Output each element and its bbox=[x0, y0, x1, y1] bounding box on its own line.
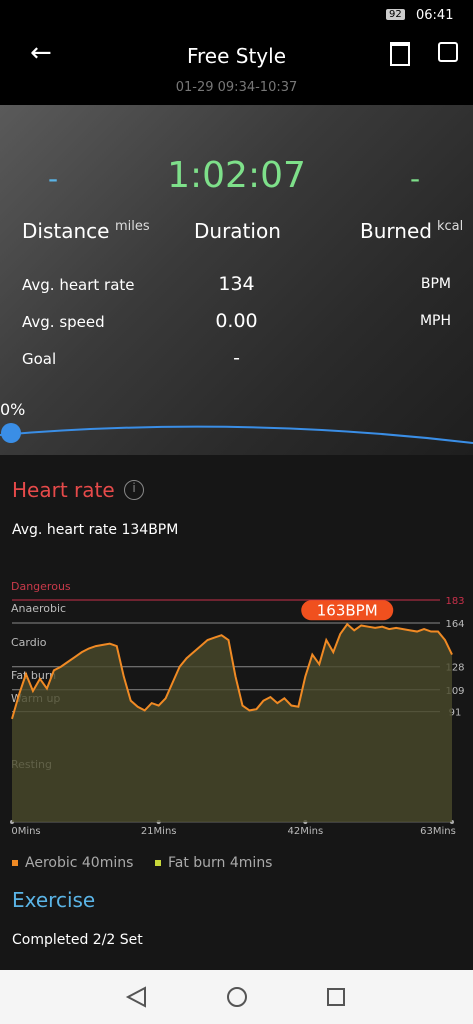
progress-curve bbox=[0, 423, 473, 444]
distance-label: Distance bbox=[22, 219, 110, 243]
x-tick-label: 63Mins bbox=[420, 826, 456, 837]
exercise-title: Exercise bbox=[12, 888, 96, 912]
battery: 92 bbox=[386, 9, 405, 20]
info-icon[interactable]: i bbox=[124, 480, 144, 500]
x-tick-label: 0Mins bbox=[11, 826, 40, 837]
nav-back[interactable] bbox=[125, 986, 146, 1008]
stat-value: 0.00 bbox=[215, 310, 258, 332]
stat-value: - bbox=[233, 347, 240, 369]
legend-label: Aerobic 40mins bbox=[25, 855, 134, 871]
x-tick-label: 42Mins bbox=[287, 826, 323, 837]
burned-value: - bbox=[410, 162, 421, 195]
duration-value: 1:02:07 bbox=[167, 155, 306, 196]
progress-label: 0% bbox=[0, 400, 26, 419]
peak-badge bbox=[301, 600, 394, 621]
duration-label: Duration bbox=[194, 219, 281, 243]
distance-unit: miles bbox=[115, 219, 150, 234]
zone-label: Dangerous bbox=[11, 580, 71, 593]
clock: 06:41 bbox=[416, 8, 454, 23]
stat-unit: MPH bbox=[419, 313, 451, 329]
legend-label: Fat burn 4mins bbox=[168, 855, 273, 871]
stat-label: Avg. speed bbox=[22, 313, 105, 331]
zone-label: Anaerobic bbox=[11, 602, 66, 615]
back-button[interactable]: ← bbox=[30, 38, 52, 68]
zone-label: Fat burn bbox=[11, 669, 56, 682]
line bbox=[11, 622, 453, 720]
nav-home[interactable] bbox=[227, 987, 247, 1007]
nav-bar bbox=[0, 970, 473, 1024]
peak-label: 163BPM bbox=[317, 601, 378, 619]
background-photo bbox=[0, 105, 473, 460]
legend-swatch bbox=[12, 860, 18, 866]
stat-value: 134 bbox=[218, 273, 255, 295]
nav-buttons bbox=[125, 986, 345, 1008]
area bbox=[12, 624, 452, 822]
avg-heart-rate: Avg. heart rate 134BPM bbox=[12, 522, 179, 538]
y-tick-label: 183 bbox=[445, 596, 464, 607]
y-tick-label: 91 bbox=[449, 708, 462, 719]
x-tick-label: 21Mins bbox=[141, 826, 177, 837]
y-tick-label: 128 bbox=[445, 663, 464, 674]
stat-label: Goal bbox=[22, 350, 57, 368]
burned-label: Burned bbox=[360, 219, 432, 243]
burned-unit: kcal bbox=[437, 219, 464, 234]
y-tick-label: 109 bbox=[445, 686, 464, 697]
nav-recent[interactable] bbox=[327, 988, 345, 1006]
title: Free Style bbox=[186, 44, 287, 68]
zone-label: Cardio bbox=[11, 636, 47, 649]
share-button[interactable] bbox=[438, 42, 458, 62]
exercise-completed: Completed 2/2 Set bbox=[12, 932, 143, 948]
y-tick-label: 164 bbox=[445, 619, 464, 630]
stat-label: Avg. heart rate bbox=[22, 276, 135, 294]
legend-swatch bbox=[155, 860, 161, 866]
heart-rate-title: Heart rate bbox=[12, 478, 115, 502]
subtitle: 01-29 09:34-10:37 bbox=[175, 80, 298, 95]
distance-value: - bbox=[48, 162, 59, 195]
stat-unit: BPM bbox=[420, 276, 451, 292]
delete-button[interactable] bbox=[390, 42, 410, 66]
